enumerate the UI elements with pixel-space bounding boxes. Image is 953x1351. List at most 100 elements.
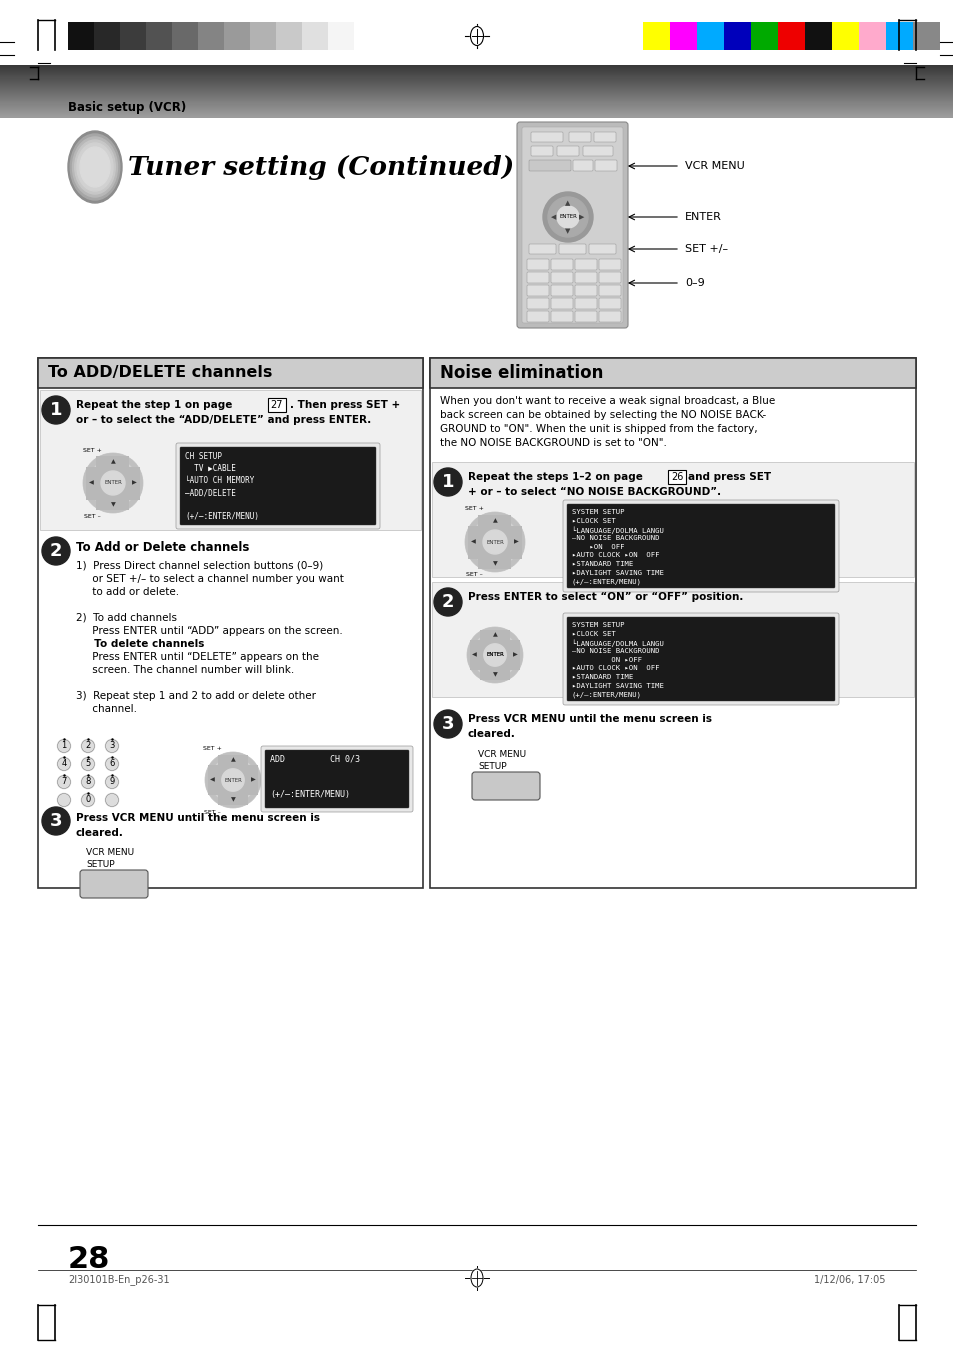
Text: VCR MENU: VCR MENU	[477, 750, 525, 759]
Text: 1: 1	[50, 401, 62, 419]
FancyBboxPatch shape	[531, 132, 562, 142]
Bar	[478, 515, 511, 569]
Text: 2: 2	[50, 542, 62, 561]
Text: ◀: ◀	[551, 213, 557, 220]
Ellipse shape	[472, 632, 517, 677]
FancyBboxPatch shape	[566, 504, 834, 588]
Text: 3)  Repeat step 1 and 2 to add or delete other: 3) Repeat step 1 and 2 to add or delete …	[76, 690, 315, 701]
Ellipse shape	[205, 753, 261, 808]
Text: 3: 3	[441, 715, 454, 734]
FancyBboxPatch shape	[526, 259, 548, 270]
Text: –NO NOISE BACKGROUND: –NO NOISE BACKGROUND	[572, 648, 659, 654]
Bar	[328, 22, 354, 50]
FancyBboxPatch shape	[529, 159, 571, 172]
Text: –ADD/DELETE: –ADD/DELETE	[185, 488, 235, 497]
Bar	[479, 630, 510, 680]
Text: Basic setup (VCR): Basic setup (VCR)	[68, 100, 186, 113]
FancyBboxPatch shape	[531, 146, 553, 155]
Bar	[250, 22, 275, 50]
Text: 1)  Press Direct channel selection buttons (0–9): 1) Press Direct channel selection button…	[76, 561, 323, 571]
FancyBboxPatch shape	[526, 299, 548, 309]
Text: screen. The channel number will blink.: screen. The channel number will blink.	[76, 665, 294, 676]
FancyBboxPatch shape	[261, 746, 413, 812]
Bar	[0, 70, 953, 72]
Bar	[0, 113, 953, 115]
Bar	[0, 72, 953, 73]
Text: To delete channels: To delete channels	[76, 639, 204, 648]
Text: . Then press SET +: . Then press SET +	[290, 400, 400, 409]
Ellipse shape	[557, 205, 578, 228]
FancyBboxPatch shape	[517, 122, 627, 328]
Ellipse shape	[68, 131, 122, 203]
Bar	[669, 22, 697, 50]
Bar	[697, 22, 723, 50]
Bar	[0, 111, 953, 112]
FancyBboxPatch shape	[558, 245, 585, 254]
FancyBboxPatch shape	[575, 259, 597, 270]
Bar	[172, 22, 198, 50]
Text: 2: 2	[85, 742, 91, 751]
Bar	[0, 88, 953, 89]
Text: + or – to select “NO NOISE BACKGROUND”.: + or – to select “NO NOISE BACKGROUND”.	[468, 486, 720, 497]
Text: To ADD/DELETE channels: To ADD/DELETE channels	[48, 366, 273, 381]
Ellipse shape	[81, 793, 95, 807]
Bar	[0, 100, 953, 101]
Text: (+/–:ENTER/MENU): (+/–:ENTER/MENU)	[185, 512, 258, 521]
Bar	[0, 103, 953, 104]
Text: When you don't want to receive a weak signal broadcast, a Blue: When you don't want to receive a weak si…	[439, 396, 775, 407]
Bar	[0, 74, 953, 76]
Text: ▶: ▶	[251, 777, 255, 782]
Bar	[885, 22, 912, 50]
Bar	[469, 639, 519, 670]
Bar	[0, 116, 953, 118]
Text: ENTER: ENTER	[485, 653, 503, 658]
Bar	[217, 755, 248, 805]
Ellipse shape	[81, 739, 95, 753]
Text: ▶: ▶	[132, 481, 137, 485]
Ellipse shape	[57, 739, 71, 753]
FancyBboxPatch shape	[472, 771, 539, 800]
Text: 2: 2	[441, 593, 454, 611]
Bar	[0, 100, 953, 101]
Text: ENTER: ENTER	[558, 215, 577, 219]
Text: Tuner setting (Continued): Tuner setting (Continued)	[128, 154, 514, 180]
Ellipse shape	[105, 739, 119, 753]
Bar	[0, 68, 953, 69]
Bar	[0, 76, 953, 77]
FancyBboxPatch shape	[598, 299, 620, 309]
Text: ▲: ▲	[231, 758, 235, 762]
Bar	[0, 69, 953, 70]
Text: ▼: ▼	[492, 673, 497, 678]
Ellipse shape	[89, 459, 137, 507]
Text: Press VCR MENU until the menu screen is: Press VCR MENU until the menu screen is	[468, 713, 711, 724]
Text: VCR MENU: VCR MENU	[86, 848, 134, 857]
Text: ▸STANDARD TIME: ▸STANDARD TIME	[572, 561, 633, 567]
Text: Press ENTER until “ADD” appears on the screen.: Press ENTER until “ADD” appears on the s…	[76, 626, 342, 636]
Text: ▲: ▲	[111, 459, 115, 463]
Bar	[86, 466, 140, 500]
Text: cleared.: cleared.	[468, 730, 516, 739]
Text: Press VCR MENU until the menu screen is: Press VCR MENU until the menu screen is	[76, 813, 319, 823]
Bar	[0, 108, 953, 111]
Text: SETUP: SETUP	[86, 861, 114, 869]
Bar	[302, 22, 328, 50]
Ellipse shape	[72, 136, 117, 197]
Text: ◀: ◀	[471, 539, 476, 544]
Text: ◀: ◀	[472, 653, 476, 658]
Bar	[642, 22, 669, 50]
Text: ▸ON  OFF: ▸ON OFF	[572, 543, 624, 550]
Text: ▸STANDARD TIME: ▸STANDARD TIME	[572, 674, 633, 680]
Text: 9: 9	[110, 777, 114, 786]
Text: 6: 6	[110, 759, 114, 769]
Text: (+/–:ENTER/MENU): (+/–:ENTER/MENU)	[270, 790, 350, 798]
Text: ▲: ▲	[565, 200, 570, 205]
Ellipse shape	[57, 775, 71, 789]
FancyBboxPatch shape	[526, 272, 548, 282]
Text: SET +: SET +	[202, 746, 221, 751]
Bar	[0, 66, 953, 68]
Text: 1: 1	[61, 742, 67, 751]
Bar	[0, 82, 953, 84]
Bar	[0, 104, 953, 105]
Text: └LANGUAGE/DOLMA LANGU: └LANGUAGE/DOLMA LANGU	[572, 639, 663, 647]
Ellipse shape	[211, 758, 255, 802]
